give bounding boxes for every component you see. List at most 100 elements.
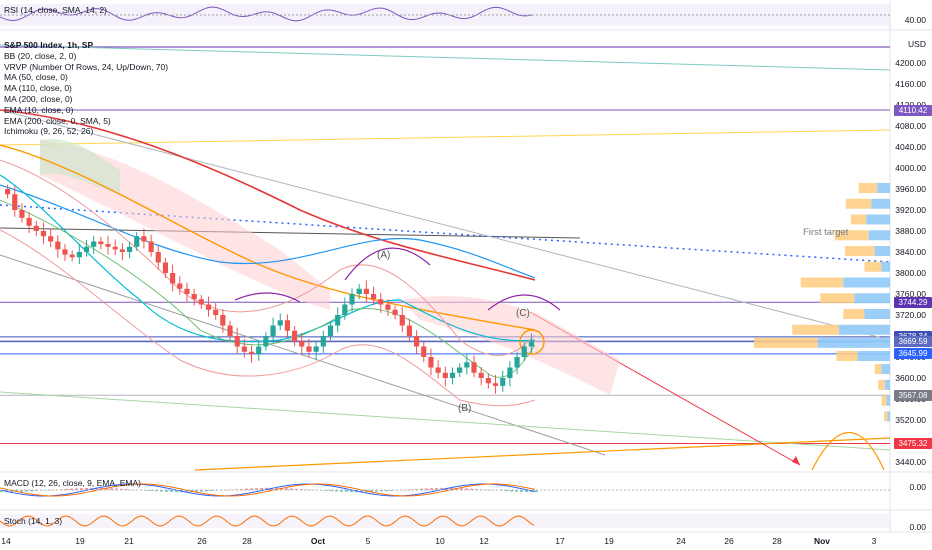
- macd-histogram-bar: [335, 490, 338, 492]
- vrvp-bar-up: [817, 337, 890, 348]
- price-tick: 3880.00: [895, 226, 926, 236]
- candle-body: [19, 210, 25, 218]
- macd-histogram-bar: [510, 490, 513, 492]
- price-tick: 4040.00: [895, 142, 926, 152]
- wave-a-arc: [344, 247, 431, 281]
- macd-histogram-bar: [130, 489, 133, 490]
- candle-body: [55, 241, 61, 250]
- vrvp-bar-down: [850, 214, 867, 225]
- ichimoku-cloud-bear-2: [400, 295, 620, 395]
- macd-histogram-bar: [410, 489, 413, 490]
- vrvp-bar-down: [845, 198, 872, 209]
- macd-histogram-bar: [325, 490, 328, 491]
- candle-body: [500, 378, 506, 386]
- candle-body: [5, 189, 11, 195]
- legend-ichimoku[interactable]: Ichimoku (9, 26, 52, 26): [4, 126, 94, 137]
- candle-body: [270, 325, 276, 336]
- trend-line-teal: [0, 44, 891, 71]
- vrvp-bar-down: [800, 277, 844, 288]
- legend-ema10[interactable]: EMA (10, close, 0): [4, 104, 74, 115]
- macd-histogram-bar: [295, 488, 298, 490]
- trend-line-dotted-blue: [0, 204, 891, 263]
- macd-histogram-bar: [150, 490, 153, 491]
- macd-histogram-bar: [450, 487, 453, 490]
- macd-histogram-bar: [240, 488, 243, 490]
- legend-vrvp[interactable]: VRVP (Number Of Rows, 24, Up/Down, 70): [4, 61, 169, 72]
- candle-body: [170, 273, 176, 284]
- candle-body: [12, 194, 18, 210]
- legend-ma200[interactable]: MA (200, close, 0): [4, 93, 73, 104]
- wave-arc-small: [234, 292, 301, 303]
- candle-body: [449, 372, 456, 378]
- macd-histogram-bar: [285, 488, 288, 490]
- macd-histogram-bar: [435, 487, 438, 490]
- macd-histogram-bar: [120, 488, 123, 490]
- candle-body: [98, 241, 104, 245]
- macd-histogram-bar: [330, 490, 333, 492]
- candle-body: [492, 383, 499, 386]
- bb-upper: [0, 159, 536, 357]
- candle-body: [521, 346, 527, 357]
- date-tick: 26: [724, 536, 734, 546]
- vrvp-bar-up: [884, 379, 890, 390]
- vrvp-bar-down: [858, 183, 878, 193]
- vrvp-bar-down: [884, 411, 888, 422]
- price-tick: 3920.00: [895, 205, 926, 215]
- price-tick: 3760.00: [895, 289, 926, 299]
- legend-ma110[interactable]: MA (110, close, 0): [4, 83, 72, 94]
- macd-histogram-bar: [105, 488, 108, 490]
- macd-histogram-bar: [170, 490, 173, 492]
- candle-body: [234, 336, 240, 347]
- candle-body: [485, 378, 491, 384]
- macd-histogram-bar: [535, 490, 538, 493]
- stoch-line: [0, 515, 535, 527]
- symbol-title[interactable]: S&P 500 Index, 1h, SP: [4, 40, 94, 50]
- date-tick: 24: [676, 536, 686, 546]
- macd-histogram-bar: [405, 489, 408, 491]
- legend-bb[interactable]: BB (20, close, 2, 0): [4, 50, 77, 61]
- macd-histogram-bar: [515, 490, 518, 492]
- vrvp-bar-up: [881, 261, 890, 272]
- date-tick: 19: [604, 536, 614, 546]
- wave-c-arc: [487, 294, 561, 311]
- ma200-line: [0, 109, 536, 281]
- price-tick: 3440.00: [895, 457, 926, 467]
- vrvp-bar-down: [881, 395, 887, 406]
- legend-ma50[interactable]: MA (50, close, 0): [4, 72, 68, 83]
- arrow-head: [792, 456, 800, 465]
- macd-histogram-bar: [210, 490, 213, 492]
- candle-body: [406, 325, 413, 336]
- candle-body: [356, 288, 362, 294]
- currency-label: USD: [908, 39, 926, 49]
- price-tick: 3800.00: [895, 268, 926, 278]
- candle-body: [378, 299, 384, 305]
- price-tag: 3645.99: [894, 348, 932, 360]
- candle-body: [514, 357, 520, 368]
- macd-histogram-bar: [45, 490, 48, 491]
- date-tick: 10: [435, 536, 445, 546]
- candle-body: [392, 309, 398, 315]
- candle-body: [349, 294, 355, 305]
- macd-histogram-bar: [230, 489, 233, 491]
- candle-body: [313, 346, 319, 352]
- macd-histogram-bar: [385, 490, 388, 492]
- legend-ema200[interactable]: EMA (200, close, 0, SMA, 5): [4, 115, 111, 126]
- macd-histogram-bar: [205, 490, 208, 492]
- wave-b-label: (B): [458, 403, 472, 414]
- vrvp-bar-up: [857, 351, 890, 361]
- macd-histogram-bar: [85, 487, 88, 490]
- candle-body: [385, 304, 391, 310]
- vrvp-bar-up: [864, 309, 890, 319]
- candle-body: [148, 241, 154, 252]
- vrvp-bar-up: [871, 198, 890, 209]
- macd-histogram-bar: [160, 490, 163, 492]
- candle-body: [370, 294, 377, 300]
- stoch-band: [0, 514, 890, 528]
- date-tick: 5: [365, 536, 371, 546]
- macd-histogram-bar: [95, 487, 98, 490]
- first-target-label: First target: [803, 227, 849, 238]
- price-tag: 4110.42: [894, 104, 932, 116]
- candle-body: [141, 236, 147, 242]
- macd-histogram-bar: [65, 488, 68, 490]
